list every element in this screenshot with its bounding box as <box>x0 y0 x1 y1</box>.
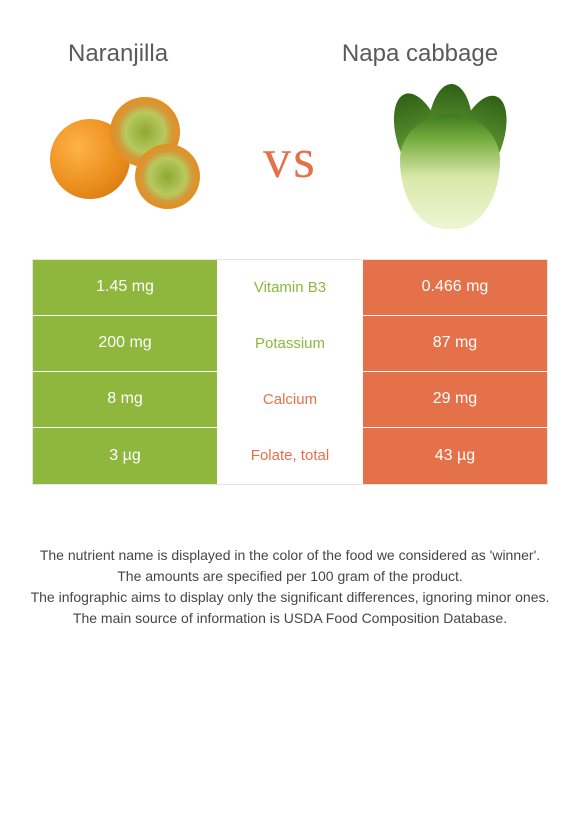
table-row: 200 mgPotassium87 mg <box>33 316 547 372</box>
header: Naranjilla Napa cabbage <box>0 0 580 79</box>
table-row: 8 mgCalcium29 mg <box>33 372 547 428</box>
table-row: 3 µgFolate, total43 µg <box>33 428 547 484</box>
left-value: 1.45 mg <box>33 260 218 315</box>
nutrient-table: 1.45 mgVitamin B30.466 mg200 mgPotassium… <box>32 259 548 485</box>
table-row: 1.45 mgVitamin B30.466 mg <box>33 260 547 316</box>
naranjilla-image <box>50 89 210 229</box>
footer-line: The nutrient name is displayed in the co… <box>30 545 550 566</box>
title-right: Napa cabbage <box>320 40 520 69</box>
footer-line: The main source of information is USDA F… <box>30 608 550 629</box>
nutrient-name: Vitamin B3 <box>218 260 362 315</box>
comparison-images: vs <box>0 79 580 259</box>
right-value: 87 mg <box>362 316 547 371</box>
vs-label: vs <box>263 127 317 191</box>
right-value: 0.466 mg <box>362 260 547 315</box>
right-value: 43 µg <box>362 428 547 484</box>
left-value: 8 mg <box>33 372 218 427</box>
nutrient-name: Folate, total <box>218 428 362 484</box>
nutrient-name: Calcium <box>218 372 362 427</box>
napa-cabbage-image <box>370 89 530 229</box>
footer-line: The amounts are specified per 100 gram o… <box>30 566 550 587</box>
left-value: 200 mg <box>33 316 218 371</box>
nutrient-name: Potassium <box>218 316 362 371</box>
left-value: 3 µg <box>33 428 218 484</box>
footer-notes: The nutrient name is displayed in the co… <box>0 545 580 629</box>
right-value: 29 mg <box>362 372 547 427</box>
footer-line: The infographic aims to display only the… <box>30 587 550 608</box>
title-left: Naranjilla <box>60 40 260 69</box>
